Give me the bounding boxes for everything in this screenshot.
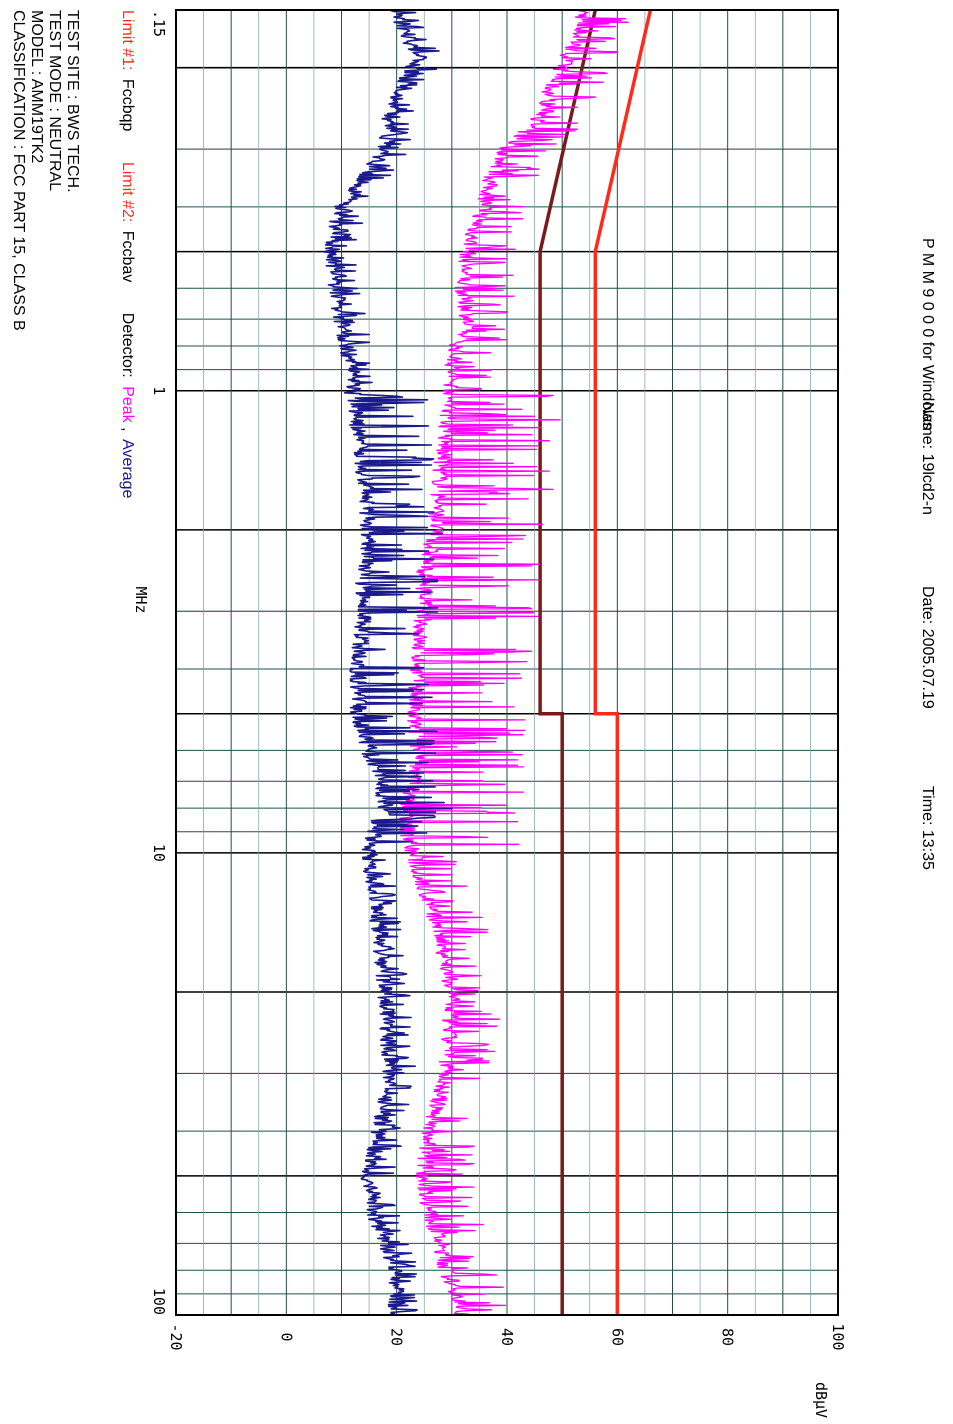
legend-limit2-name: Fccbav [119, 231, 136, 283]
legend-limit1-name: Fccbqp [119, 79, 136, 132]
x-tick-label: 100 [150, 1288, 168, 1315]
x-tick-label: 1 [150, 386, 168, 395]
x-tick-label: .15 [150, 10, 168, 37]
legend-detector-label: Detector: [119, 313, 136, 378]
y-tick-label: 40 [498, 1328, 516, 1346]
legend: Limit #1: Fccbqp Limit #2: Fccbav Detect… [119, 10, 136, 499]
test-info: TEST SITE : BWS TECH. TEST MODE : NEUTRA… [10, 10, 81, 331]
report-header: P M M 9 0 0 0 for Windows Name: 19lcd2-n… [919, 238, 936, 870]
legend-limit2-label: Limit #2: [119, 162, 136, 222]
report-name: Name: 19lcd2-n [919, 402, 936, 515]
limit-lines [538, 9, 653, 1315]
y-tick-label: 80 [719, 1328, 737, 1346]
test-site: TEST SITE : BWS TECH. [64, 10, 81, 193]
y-tick-label: 20 [388, 1328, 406, 1346]
report-date: Date: 2005.07.19 [919, 586, 936, 709]
legend-peak: Peak [119, 386, 136, 423]
software-title: P M M 9 0 0 0 for Windows [919, 238, 936, 430]
y-tick-label: 60 [608, 1328, 626, 1346]
svg-text:Limit #1: Fccbqp: Limit #1: Fccbqp Limit #2: Fccbav Detect… [119, 10, 136, 499]
trace-average [323, 9, 453, 1316]
trace-peak [399, 9, 629, 1316]
limit-line-fccbav [538, 9, 598, 1315]
classification: CLASSIFICATION : FCC PART 15, CLASS B [10, 10, 27, 331]
x-tick-labels: .15 1 10 100 [150, 10, 168, 1315]
legend-limit1-label: Limit #1: [119, 10, 136, 70]
y-axis-label: dBμV [812, 1382, 830, 1418]
y-tick-label: 0 [277, 1332, 295, 1341]
plot-border [175, 9, 839, 1316]
report-time: Time: 13:35 [919, 786, 936, 870]
legend-average: Average [119, 439, 136, 498]
y-tick-label: -20 [167, 1323, 185, 1350]
y-tick-labels: -20 0 20 40 60 80 100 [167, 1323, 847, 1350]
model: MODEL : AMM19TK2 [28, 10, 45, 163]
y-tick-label: 100 [829, 1323, 847, 1350]
x-axis-label: MHz [132, 586, 150, 613]
x-tick-label: 10 [150, 844, 168, 862]
legend-sep: , [119, 427, 136, 431]
measurement-traces [323, 9, 629, 1316]
limit-line-fccbqp [593, 9, 653, 1315]
test-mode: TEST MODE : NEUTRAL [46, 10, 63, 191]
